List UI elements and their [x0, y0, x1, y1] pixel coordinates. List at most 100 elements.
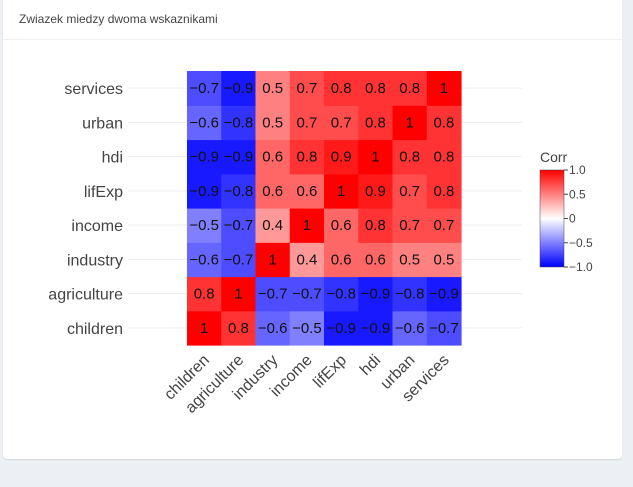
cell-value-label: −0.6: [395, 320, 425, 337]
heatmap-cells: [187, 71, 462, 346]
heatmap-cell[interactable]: [358, 173, 394, 209]
heatmap-cell[interactable]: [187, 71, 222, 106]
heatmap-cell[interactable]: [289, 71, 325, 106]
cell-value-label: −0.7: [189, 80, 219, 97]
heatmap-cell[interactable]: [324, 71, 359, 106]
heatmap-cell[interactable]: [324, 173, 359, 209]
heatmap-cell[interactable]: [289, 208, 325, 243]
heatmap-cell[interactable]: [358, 276, 394, 312]
heatmap-cell[interactable]: [358, 139, 394, 175]
heatmap-cell[interactable]: [426, 139, 462, 175]
heatmap-cell[interactable]: [392, 139, 428, 175]
cell-value-label: −0.8: [224, 183, 254, 200]
colorbar-tick-label: −1.0: [569, 260, 593, 274]
heatmap-cell[interactable]: [392, 242, 428, 278]
heatmap-cell[interactable]: [426, 173, 462, 209]
heatmap-cell[interactable]: [187, 208, 222, 243]
cell-value-label: −0.7: [292, 286, 322, 303]
heatmap-cell[interactable]: [358, 71, 394, 106]
heatmap-cell[interactable]: [358, 310, 394, 346]
cell-value-label: 0.9: [365, 183, 386, 200]
heatmap-cell[interactable]: [426, 105, 462, 141]
heatmap-cell[interactable]: [255, 310, 291, 346]
heatmap-cell[interactable]: [221, 105, 257, 141]
cell-value-label: 0.6: [331, 251, 352, 268]
heatmap-cell[interactable]: [426, 242, 462, 278]
heatmap-cell[interactable]: [255, 242, 291, 278]
heatmap-cell[interactable]: [324, 105, 359, 141]
heatmap-cell[interactable]: [358, 105, 394, 141]
card-title: Zwiazek miedzy dwoma wskaznikami: [19, 12, 218, 26]
colorbar-gradient: [539, 169, 565, 268]
cell-value-label: −0.9: [326, 320, 356, 337]
cell-value-label: 0.8: [433, 183, 454, 200]
heatmap-cell[interactable]: [221, 173, 257, 209]
cell-value-label: −0.6: [189, 114, 219, 131]
cell-value-label: −0.8: [326, 286, 356, 303]
heatmap-cell[interactable]: [221, 71, 257, 106]
heatmap-cell[interactable]: [289, 276, 325, 312]
heatmap-cell[interactable]: [187, 139, 222, 175]
heatmap-cell[interactable]: [221, 208, 257, 243]
y-tick-label: industry: [67, 252, 123, 269]
cell-value-label: 0.9: [331, 149, 352, 166]
heatmap-cell[interactable]: [426, 276, 462, 312]
heatmap-cell[interactable]: [392, 208, 428, 243]
heatmap-cell[interactable]: [289, 139, 325, 175]
heatmap-cell[interactable]: [358, 242, 394, 278]
heatmap-cell[interactable]: [392, 276, 428, 312]
colorbar-tick-label: 0.5: [569, 187, 586, 201]
heatmap-cell[interactable]: [255, 173, 291, 209]
colorbar-ticks: 1.0 0.5 0 −0.5 −1.0: [564, 163, 593, 274]
colorbar-tick-label: 1.0: [569, 163, 586, 177]
heatmap-cell[interactable]: [426, 310, 462, 346]
y-tick-label: agriculture: [48, 287, 123, 304]
heatmap-cell[interactable]: [426, 71, 462, 106]
cell-value-label: −0.7: [224, 217, 254, 234]
heatmap-cell[interactable]: [289, 173, 325, 209]
heatmap-cell[interactable]: [324, 310, 359, 346]
heatmap-cell[interactable]: [255, 71, 291, 106]
heatmap-cell[interactable]: [324, 242, 359, 278]
heatmap-cell[interactable]: [187, 173, 222, 209]
heatmap-cell[interactable]: [187, 105, 222, 141]
cell-value-label: −0.7: [224, 251, 254, 268]
heatmap-cell[interactable]: [187, 242, 222, 278]
heatmap-cell[interactable]: [392, 173, 428, 209]
heatmap-cell[interactable]: [289, 242, 325, 278]
heatmap-cell[interactable]: [289, 105, 325, 141]
heatmap-cell[interactable]: [221, 242, 257, 278]
cell-value-label: 1: [337, 183, 345, 200]
heatmap-cell[interactable]: [324, 208, 359, 243]
heatmap-cell[interactable]: [289, 310, 325, 346]
heatmap-cell[interactable]: [358, 208, 394, 243]
x-tick-label: hdi: [357, 352, 384, 379]
cell-value-label: 0.8: [228, 320, 249, 337]
cell-value-label: −0.5: [189, 217, 219, 234]
heatmap-cell[interactable]: [221, 139, 257, 175]
cell-value-label: 0.4: [262, 217, 283, 234]
cell-value-label: 0.8: [194, 286, 215, 303]
heatmap-cell[interactable]: [392, 71, 428, 106]
cell-value-label: 1: [234, 286, 242, 303]
heatmap-cell[interactable]: [324, 139, 359, 175]
heatmap-cell[interactable]: [221, 310, 257, 346]
cell-value-label: 0.8: [296, 149, 317, 166]
heatmap-cell[interactable]: [392, 310, 428, 346]
cell-value-label: 0.5: [262, 114, 283, 131]
y-tick-label: income: [71, 218, 123, 235]
heatmap-cell[interactable]: [426, 208, 462, 243]
cell-value-label: 0.7: [399, 217, 420, 234]
heatmap-cell[interactable]: [392, 105, 428, 141]
heatmap-cell[interactable]: [221, 276, 257, 312]
heatmap-cell[interactable]: [187, 276, 222, 312]
heatmap-cell[interactable]: [324, 276, 359, 312]
heatmap-cell[interactable]: [255, 105, 291, 141]
heatmap-cell[interactable]: [187, 310, 222, 346]
colorbar: Corr 1.0 0.5 0 −0.5 −1.0: [539, 149, 593, 274]
heatmap-cell[interactable]: [255, 208, 291, 243]
heatmap-cell[interactable]: [255, 276, 291, 312]
heatmap-cell[interactable]: [255, 139, 291, 175]
cell-value-label: 0.8: [365, 217, 386, 234]
